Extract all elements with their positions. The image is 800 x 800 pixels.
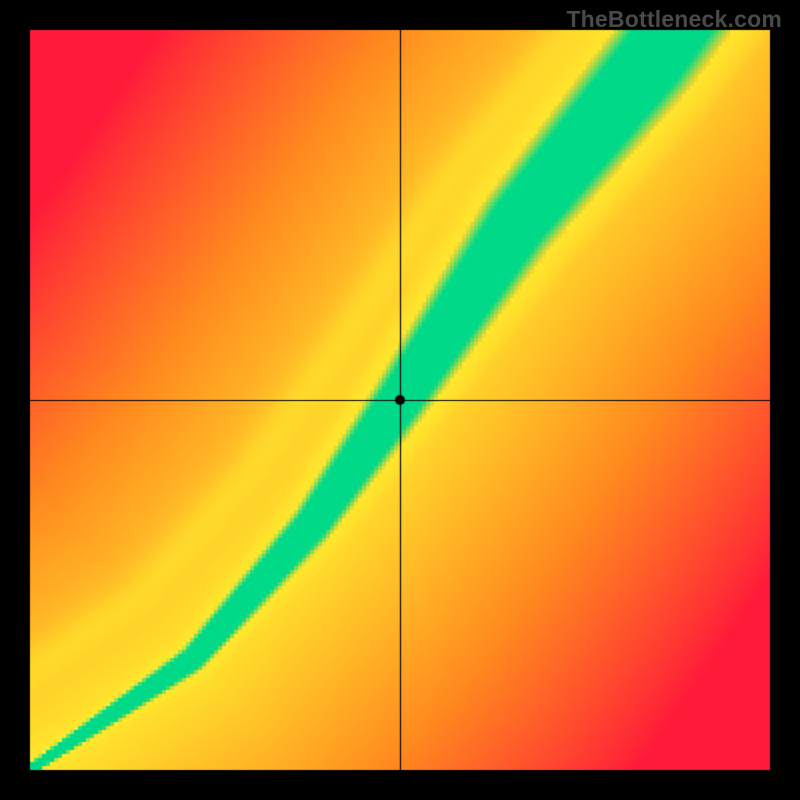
chart-container: TheBottleneck.com: [0, 0, 800, 800]
watermark-text: TheBottleneck.com: [566, 6, 782, 33]
heatmap-canvas: [0, 0, 800, 800]
